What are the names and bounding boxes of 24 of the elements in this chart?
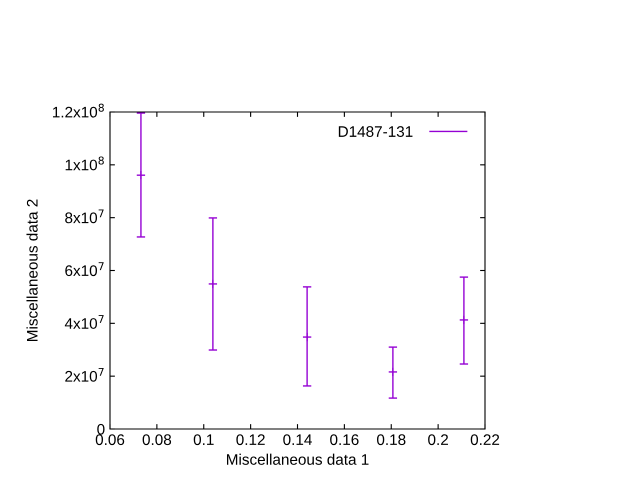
x-tick-label: 0.22: [470, 434, 500, 446]
y-tick-label: 1.2x10$^{8}$: [52, 104, 104, 118]
y-axis-title: Miscellaneous data 2: [26, 200, 38, 342]
y-tick-label: 1x10$^{8}$: [66, 156, 104, 170]
x-tick-label: 0.12: [236, 434, 265, 446]
point: [136, 170, 146, 180]
x-tick-label: 0.14: [283, 434, 312, 446]
x-axis-title: Miscellaneous data 1: [226, 454, 369, 465]
y-tick-label: 0: [97, 424, 105, 435]
point: [302, 332, 312, 342]
y-tick-label: 2x10$^{7}$: [65, 368, 104, 382]
x-tick-label: 0.1: [194, 434, 214, 446]
x-tick-label: 0.16: [330, 434, 359, 446]
x-tick-label: 0.2: [428, 434, 448, 446]
y-tick-label: 4x10$^{7}$: [64, 315, 104, 329]
y-tick-label: 6x10$^{7}$: [65, 262, 104, 276]
x-tick-label: 0.06: [96, 434, 124, 446]
legend-label: D1487-131: [338, 126, 412, 137]
point: [459, 315, 469, 325]
x-tick-label: 0.08: [142, 434, 172, 446]
point: [388, 367, 398, 377]
x-tick-label: 0.18: [376, 434, 406, 446]
y-tick-label: 8x10$^{7}$: [65, 209, 104, 224]
point: [208, 279, 218, 289]
